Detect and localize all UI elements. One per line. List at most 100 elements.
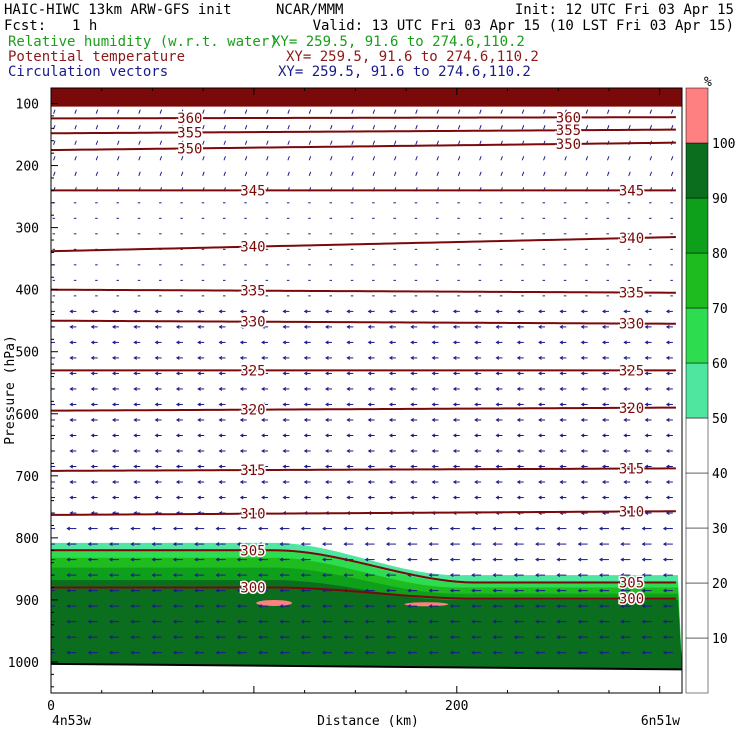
- vector-shaft: [74, 109, 77, 114]
- circulation-vector: [130, 542, 141, 547]
- vector-head: [215, 650, 220, 655]
- vector-head: [407, 604, 411, 609]
- vector-head: [279, 588, 284, 593]
- circulation-vector: [66, 619, 77, 624]
- circulation-vector: [585, 171, 589, 176]
- circulation-vector: [385, 650, 396, 655]
- vector-head: [239, 449, 244, 453]
- circulation-vector: [471, 619, 482, 624]
- vector-shaft: [308, 140, 312, 145]
- circulation-vector: [74, 156, 77, 161]
- vector-head: [665, 387, 670, 391]
- circulation-vector: [258, 650, 269, 655]
- vector-shaft: [138, 125, 141, 130]
- vector-head: [623, 418, 628, 422]
- circulation-vector: [410, 449, 418, 453]
- vector-head: [577, 650, 582, 655]
- circulation-vector: [556, 650, 567, 655]
- circulation-vector: [51, 480, 56, 484]
- circulation-vector: [543, 156, 546, 161]
- vector-head: [239, 324, 244, 329]
- circulation-vector: [431, 340, 439, 345]
- vector-head: [87, 635, 92, 640]
- vector-shaft: [500, 125, 503, 130]
- circulation-vector: [516, 355, 524, 360]
- circulation-vector: [69, 449, 77, 453]
- vector-head: [367, 418, 372, 422]
- theta-contour-350: [51, 141, 676, 152]
- circulation-vector: [367, 309, 375, 314]
- circulation-vector: [556, 557, 567, 562]
- colorbar-segment: [685, 637, 709, 694]
- vector-head: [154, 449, 159, 453]
- vector-head: [452, 480, 457, 484]
- vector-shaft: [436, 171, 439, 176]
- vector-head: [300, 604, 305, 609]
- vector-head: [346, 371, 351, 376]
- vector-shaft: [244, 140, 248, 145]
- circulation-vector: [130, 573, 141, 578]
- circulation-vector: [330, 156, 333, 161]
- circulation-vector: [559, 355, 567, 360]
- vector-head: [474, 480, 478, 484]
- vector-shaft: [670, 109, 674, 114]
- circulation-vector: [303, 355, 311, 360]
- circulation-vector: [172, 526, 183, 531]
- vector-head: [538, 340, 542, 345]
- circulation-vector: [202, 156, 205, 161]
- vector-head: [410, 480, 414, 484]
- vector-head: [108, 619, 113, 624]
- circulation-vector: [180, 171, 184, 176]
- circulation-vector: [133, 324, 141, 329]
- vector-head: [325, 387, 329, 391]
- circulation-vector: [620, 588, 631, 593]
- circulation-vector: [303, 340, 311, 345]
- vector-head: [492, 635, 497, 640]
- vector-head: [452, 433, 457, 438]
- circulation-vector: [244, 125, 248, 130]
- circulation-vector: [601, 433, 609, 438]
- circulation-vector: [130, 526, 141, 531]
- vector-shaft: [649, 109, 653, 114]
- circulation-vector: [69, 355, 77, 360]
- circulation-vector: [151, 604, 162, 609]
- circulation-vector: [407, 526, 418, 531]
- circulation-vector: [364, 557, 375, 562]
- circulation-vector: [133, 480, 141, 484]
- circulation-vector: [580, 495, 588, 500]
- vector-head: [495, 418, 500, 422]
- circulation-vector: [415, 109, 418, 114]
- vector-head: [300, 650, 305, 655]
- vector-head: [641, 557, 646, 562]
- vector-head: [410, 324, 414, 329]
- vector-head: [388, 402, 393, 407]
- circulation-vector: [410, 355, 418, 360]
- circulation-vector: [471, 573, 482, 578]
- vector-head: [261, 480, 265, 484]
- vector-head: [239, 480, 244, 484]
- circulation-vector: [644, 324, 652, 329]
- circulation-vector: [197, 464, 205, 469]
- vector-shaft: [351, 109, 354, 114]
- circulation-vector: [479, 125, 482, 130]
- vector-head: [90, 480, 95, 484]
- circulation-vector: [431, 418, 439, 422]
- circulation-vector: [641, 526, 652, 531]
- vector-head: [580, 371, 585, 376]
- circulation-vector: [620, 635, 631, 640]
- theta-contour-label: 340: [240, 240, 265, 256]
- circulation-vector: [218, 309, 226, 314]
- vector-head: [87, 588, 92, 593]
- circulation-vector: [53, 156, 56, 161]
- vector-head: [111, 449, 116, 453]
- circulation-vector: [364, 542, 375, 547]
- circulation-vector: [428, 604, 439, 609]
- vector-head: [367, 340, 372, 345]
- circulation-vector: [239, 495, 247, 500]
- vector-head: [474, 433, 478, 438]
- vector-head: [194, 557, 198, 562]
- circulation-vector: [111, 418, 119, 422]
- circulation-vector: [479, 156, 482, 161]
- vector-head: [538, 309, 542, 314]
- vector-shaft: [457, 156, 461, 161]
